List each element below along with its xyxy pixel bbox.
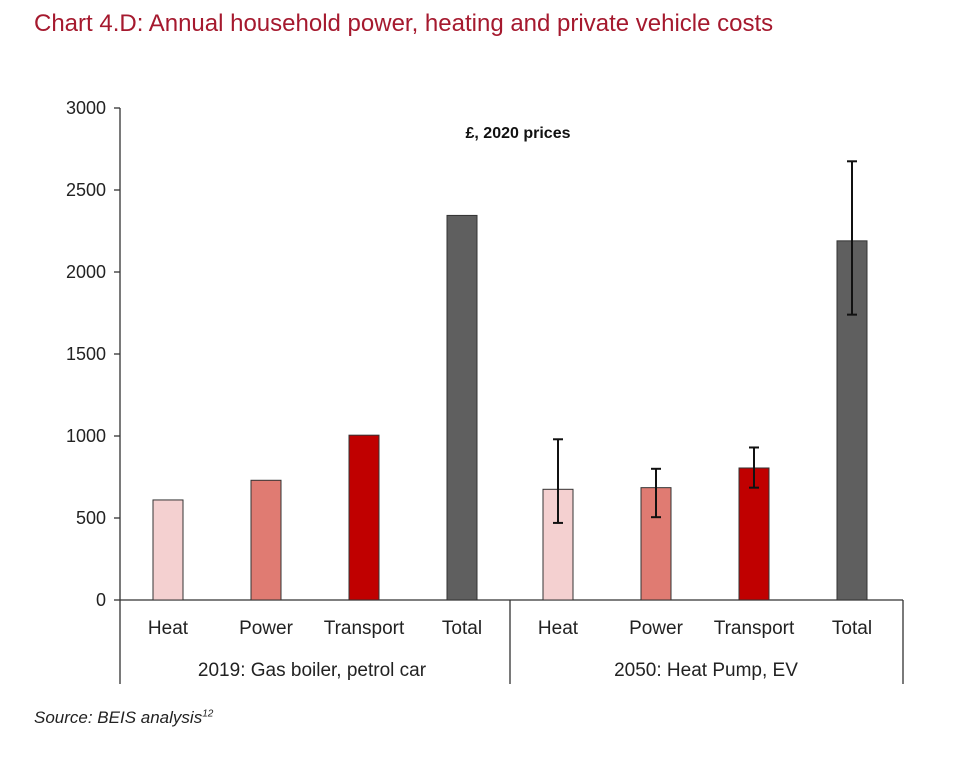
y-tick-label: 1000 xyxy=(66,426,106,446)
category-label: Transport xyxy=(324,618,405,639)
category-label: Transport xyxy=(714,618,795,639)
category-label: Total xyxy=(832,618,872,639)
category-label: Heat xyxy=(148,618,189,639)
source-footnote: 12 xyxy=(202,708,214,720)
chart-title: Chart 4.D: Annual household power, heati… xyxy=(34,10,774,37)
group-label: 2050: Heat Pump, EV xyxy=(614,660,798,681)
labels: Heat Power Transport Total 2019: Gas boiler,… xyxy=(148,618,872,681)
source-text: Source: BEIS analysis xyxy=(34,708,203,727)
axes: 0 500 1000 1500 2000 2500 3000 xyxy=(66,98,904,684)
y-tick-label: 500 xyxy=(76,508,106,528)
bar xyxy=(446,214,478,601)
category-label: Power xyxy=(239,618,294,639)
bars xyxy=(152,214,868,601)
source-note: Source: BEIS analysis12 xyxy=(34,708,213,728)
y-tick-label: 0 xyxy=(96,590,106,610)
units-label: £, 2020 prices xyxy=(466,125,571,142)
y-tick-label: 2000 xyxy=(66,262,106,282)
y-tick-label: 3000 xyxy=(66,98,106,118)
bar xyxy=(152,499,184,601)
y-tick-label: 1500 xyxy=(66,344,106,364)
category-label: Total xyxy=(442,618,482,639)
error-bars xyxy=(553,160,857,524)
y-tick-label: 2500 xyxy=(66,180,106,200)
category-label: Power xyxy=(629,618,684,639)
bar xyxy=(250,479,282,601)
bar xyxy=(348,434,380,601)
bar xyxy=(738,467,770,601)
group-label: 2019: Gas boiler, petrol car xyxy=(198,660,427,681)
category-label: Heat xyxy=(538,618,579,639)
